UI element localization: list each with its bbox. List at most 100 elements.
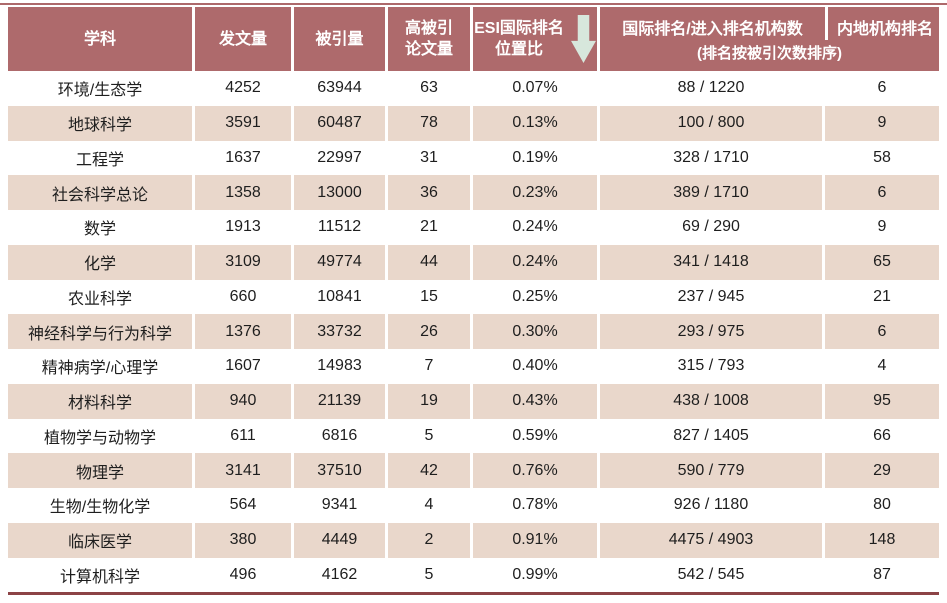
esi-ratio-label: ESI国际排名 位置比: [474, 20, 564, 58]
cell-cite-count: 21139: [291, 383, 385, 419]
cell-mainland-rank: 6: [822, 71, 939, 106]
cell-mainland-rank: 21: [822, 279, 939, 315]
cell-intl-rank: 293 / 975: [597, 314, 822, 349]
cell-highly-cited: 15: [385, 279, 470, 315]
cell-highly-cited: 36: [385, 175, 470, 210]
cell-mainland-rank: 4: [822, 349, 939, 384]
cell-subject: 地球科学: [67, 117, 132, 135]
cell-pub-count: 3141: [192, 453, 291, 488]
col-header-subject: 学科: [8, 7, 192, 71]
cell-highly-cited: 5: [385, 557, 470, 593]
cell-subject: 环境/生态学: [57, 82, 143, 100]
cell-pub-count: 1913: [192, 210, 291, 245]
cell-subject: 材料科学: [67, 395, 132, 413]
table-row: 物理学 3141 37510 42 0.76% 590 / 779 29: [8, 453, 939, 488]
cell-pub-count: 940: [192, 383, 291, 419]
cell-intl-rank: 341 / 1418: [597, 244, 822, 280]
cell-pub-count: 1637: [192, 140, 291, 176]
cell-esi-ratio: 0.78%: [470, 488, 597, 523]
cell-mainland-rank: 9: [822, 210, 939, 245]
cell-esi-ratio: 0.13%: [470, 105, 597, 141]
table-header: 学科 发文量 被引量 高被引 论文量 ESI国际排名 位置比 国际排名/进入排名…: [8, 7, 939, 71]
cell-highly-cited: 44: [385, 244, 470, 280]
table-row: 环境/生态学 4252 63944 63 0.07% 88 / 1220 6: [8, 71, 939, 106]
cell-subject: 数学: [83, 221, 116, 239]
cell-cite-count: 37510: [291, 453, 385, 488]
cell-intl-rank: 590 / 779: [597, 453, 822, 488]
cell-intl-rank: 237 / 945: [597, 279, 822, 315]
down-arrow-icon: [570, 15, 596, 63]
cell-esi-ratio: 0.43%: [470, 383, 597, 419]
cell-pub-count: 3109: [192, 244, 291, 280]
cell-cite-count: 63944: [291, 71, 385, 106]
cell-intl-rank: 926 / 1180: [597, 488, 822, 523]
cell-subject: 计算机科学: [59, 568, 140, 586]
col-header-mainland-rank: 内地机构排名: [825, 7, 942, 40]
cell-pub-count: 660: [192, 279, 291, 315]
cell-mainland-rank: 9: [822, 105, 939, 141]
cell-intl-rank: 328 / 1710: [597, 140, 822, 176]
col-header-rank-group: 国际排名/进入排名机构数 内地机构排名 (排名按被引次数排序): [597, 7, 939, 71]
cell-subject: 农业科学: [67, 290, 132, 308]
table-row: 化学 3109 49774 44 0.24% 341 / 1418 65: [8, 244, 939, 280]
table-row: 计算机科学 496 4162 5 0.99% 542 / 545 87: [8, 557, 939, 593]
cell-pub-count: 1376: [192, 314, 291, 349]
cell-cite-count: 11512: [291, 210, 385, 245]
cell-pub-count: 1358: [192, 175, 291, 210]
cell-subject: 社会科学总论: [51, 186, 148, 204]
cell-intl-rank: 438 / 1008: [597, 383, 822, 419]
cell-esi-ratio: 0.19%: [470, 140, 597, 176]
cell-subject: 临床医学: [67, 534, 132, 552]
cell-subject: 植物学与动物学: [43, 429, 156, 447]
cell-mainland-rank: 66: [822, 418, 939, 454]
table-row: 植物学与动物学 611 6816 5 0.59% 827 / 1405 66: [8, 418, 939, 454]
cell-highly-cited: 5: [385, 418, 470, 454]
cell-mainland-rank: 6: [822, 175, 939, 210]
table-row: 农业科学 660 10841 15 0.25% 237 / 945 21: [8, 279, 939, 315]
cell-pub-count: 496: [192, 557, 291, 593]
cell-cite-count: 10841: [291, 279, 385, 315]
cell-intl-rank: 389 / 1710: [597, 175, 822, 210]
cell-esi-ratio: 0.24%: [470, 210, 597, 245]
table-row: 生物/生物化学 564 9341 4 0.78% 926 / 1180 80: [8, 488, 939, 523]
cell-subject: 精神病学/心理学: [41, 360, 159, 378]
cell-highly-cited: 63: [385, 71, 470, 106]
table-row: 材料科学 940 21139 19 0.43% 438 / 1008 95: [8, 383, 939, 419]
cell-highly-cited: 19: [385, 383, 470, 419]
cell-esi-ratio: 0.99%: [470, 557, 597, 593]
cell-subject: 化学: [83, 256, 116, 274]
cell-cite-count: 4449: [291, 522, 385, 558]
cell-esi-ratio: 0.91%: [470, 522, 597, 558]
table-row: 临床医学 380 4449 2 0.91% 4475 / 4903 148: [8, 522, 939, 558]
cell-mainland-rank: 148: [822, 522, 939, 558]
cell-mainland-rank: 87: [822, 557, 939, 593]
cell-mainland-rank: 29: [822, 453, 939, 488]
cell-cite-count: 33732: [291, 314, 385, 349]
col-header-highly-cited: 高被引 论文量: [385, 7, 470, 71]
cell-mainland-rank: 6: [822, 314, 939, 349]
col-header-esi-ratio: ESI国际排名 位置比: [470, 7, 597, 71]
cell-esi-ratio: 0.07%: [470, 71, 597, 106]
cell-highly-cited: 21: [385, 210, 470, 245]
table-row: 社会科学总论 1358 13000 36 0.23% 389 / 1710 6: [8, 175, 939, 210]
cell-cite-count: 9341: [291, 488, 385, 523]
col-header-pub-count: 发文量: [192, 7, 291, 71]
cell-intl-rank: 315 / 793: [597, 349, 822, 384]
cell-intl-rank: 542 / 545: [597, 557, 822, 593]
cell-cite-count: 60487: [291, 105, 385, 141]
cell-esi-ratio: 0.25%: [470, 279, 597, 315]
cell-intl-rank: 100 / 800: [597, 105, 822, 141]
table-row: 地球科学 3591 60487 78 0.13% 100 / 800 9: [8, 105, 939, 141]
cell-esi-ratio: 0.30%: [470, 314, 597, 349]
cell-mainland-rank: 95: [822, 383, 939, 419]
cell-esi-ratio: 0.24%: [470, 244, 597, 280]
cell-cite-count: 6816: [291, 418, 385, 454]
cell-cite-count: 22997: [291, 140, 385, 176]
cell-pub-count: 564: [192, 488, 291, 523]
cell-esi-ratio: 0.40%: [470, 349, 597, 384]
cell-pub-count: 611: [192, 418, 291, 454]
cell-highly-cited: 7: [385, 349, 470, 384]
cell-pub-count: 4252: [192, 71, 291, 106]
cell-intl-rank: 4475 / 4903: [597, 522, 822, 558]
table-row: 数学 1913 11512 21 0.24% 69 / 290 9: [8, 210, 939, 245]
